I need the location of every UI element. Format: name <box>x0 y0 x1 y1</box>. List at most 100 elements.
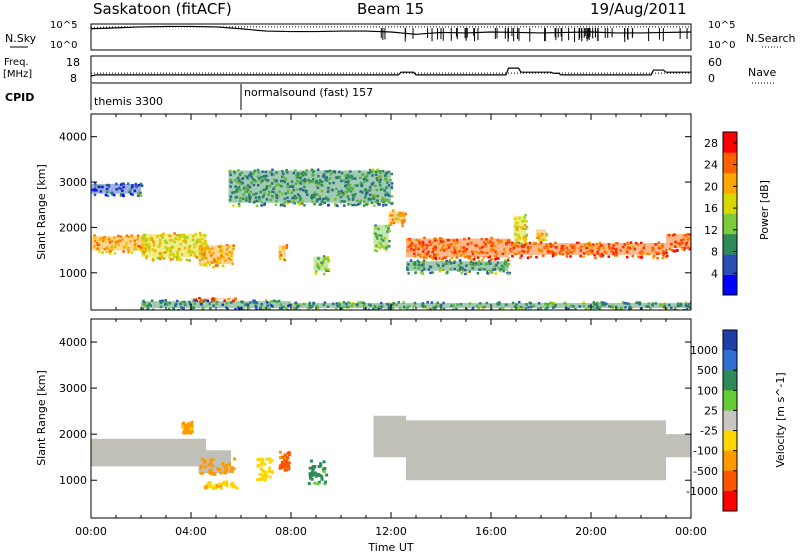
velocity-cell <box>284 469 287 472</box>
power-cell <box>127 251 129 254</box>
power-band <box>91 236 146 250</box>
velocity-cell <box>323 460 326 463</box>
power-cell <box>511 255 513 258</box>
power-colorbar-tick-label: 4 <box>711 267 718 280</box>
power-cell <box>666 255 669 258</box>
power-cell <box>632 255 635 258</box>
velocity-cell <box>264 471 267 474</box>
nsearch-label: N.Search <box>746 32 796 45</box>
velocity-cell <box>230 466 233 469</box>
power-colorbar-tick-label: 16 <box>704 202 718 215</box>
nsearch-tick-bottom: 10^0 <box>708 40 735 51</box>
velocity-cell <box>321 478 324 481</box>
power-colorbar-label: Power [dB] <box>758 180 771 240</box>
velocity-cell <box>323 470 326 473</box>
power-cell <box>260 204 263 207</box>
power-cell <box>569 255 572 258</box>
velocity-cell <box>225 464 228 467</box>
power-cell <box>464 273 467 276</box>
cpid-entry-0: themis 3300 <box>94 95 163 108</box>
time-axis-label: Time UT <box>367 541 413 554</box>
power-cell <box>349 203 352 206</box>
freq-panel: Freq. [MHz] 18 8 60 0 Nave <box>3 56 776 85</box>
velocity-cell <box>231 470 234 473</box>
velocity-cell <box>283 457 286 460</box>
power-cell <box>594 257 597 260</box>
power-cell <box>507 257 510 260</box>
power-cell <box>336 205 339 208</box>
y-tick-label: 1000 <box>59 267 87 280</box>
velocity-cell <box>311 466 314 469</box>
cpid-row: CPID themis 3300 normalsound (fast) 157 <box>5 84 373 110</box>
power-cell <box>145 257 148 260</box>
velocity-cell <box>204 460 207 463</box>
velocity-cell <box>311 478 314 481</box>
velocity-cell <box>213 473 216 476</box>
velocity-cell <box>265 474 268 477</box>
power-cell <box>114 252 117 255</box>
freq-frame <box>91 56 691 83</box>
power-cell <box>105 194 108 197</box>
power-cell <box>507 273 510 276</box>
power-cell <box>275 204 278 207</box>
nsky-series-nsky <box>91 26 691 34</box>
velocity-cell <box>288 461 291 464</box>
power-cell <box>626 256 629 259</box>
velocity-cell <box>313 482 316 485</box>
power-cell <box>552 255 555 257</box>
power-band <box>509 243 667 255</box>
power-cell <box>365 203 368 206</box>
power-cell <box>263 204 266 207</box>
velocity-colorbar-segment <box>723 431 737 451</box>
power-cell <box>313 203 316 206</box>
power-cell <box>391 182 394 185</box>
velocity-cell <box>262 476 265 479</box>
velocity-cell <box>220 471 223 474</box>
power-cell <box>494 272 497 275</box>
cpid-entry-1: normalsound (fast) 157 <box>244 86 373 99</box>
power-colorbar-tick-label: 8 <box>711 246 718 259</box>
velocity-cell <box>315 475 318 478</box>
power-cell <box>640 255 643 258</box>
power-cell <box>284 259 287 262</box>
power-cell <box>656 257 659 260</box>
y-tick-label: 3000 <box>59 176 87 189</box>
power-cell <box>327 204 330 207</box>
power-cell <box>238 205 241 208</box>
x-tick-label: 12:00 <box>375 525 407 538</box>
velocity-cell <box>201 472 204 475</box>
power-cell <box>467 271 470 274</box>
power-colorbar-tick-label: 24 <box>704 159 718 172</box>
velocity-cell <box>208 481 211 484</box>
nsky-panel: N.Sky N.Search 10^5 10^0 10^5 10^0 <box>5 20 796 51</box>
x-tick-label: 08:00 <box>275 525 307 538</box>
power-cell <box>232 205 235 208</box>
power-colorbar-segment <box>723 214 737 235</box>
power-cell <box>391 195 394 198</box>
power-cell <box>186 259 189 262</box>
power-cell <box>407 272 410 275</box>
x-tick-label: 00:00 <box>675 525 707 538</box>
nave-tick-top: 60 <box>708 56 722 69</box>
velocity-cell <box>324 481 327 484</box>
velocity-cell <box>228 463 231 466</box>
velocity-colorbar-label: Velocity [m s^-1] <box>774 372 787 467</box>
power-cell <box>388 240 391 243</box>
power-cell <box>671 249 674 252</box>
velocity-colorbar-tick-label: -25 <box>700 425 718 438</box>
velocity-colorbar-segment <box>723 330 737 350</box>
power-colorbar-tick-label: 20 <box>704 180 718 193</box>
power-cell <box>390 223 393 226</box>
power-colorbar-segment <box>723 152 737 173</box>
nsky-frame <box>91 24 691 50</box>
velocity-cell <box>263 463 266 466</box>
power-cell <box>94 194 97 197</box>
power-cell <box>109 252 112 255</box>
power-band <box>374 225 389 248</box>
velocity-cell <box>271 471 274 474</box>
power-band <box>536 229 546 239</box>
power-cell <box>481 259 484 262</box>
velocity-colorbar-tick-label: -1000 <box>686 485 718 498</box>
